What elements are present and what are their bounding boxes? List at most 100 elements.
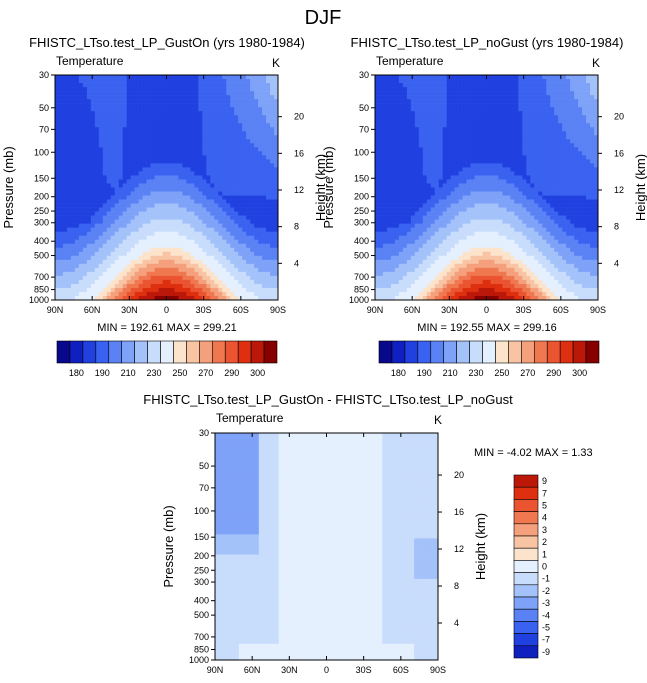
heatmap-cell bbox=[466, 171, 471, 176]
heatmap-cell bbox=[106, 191, 112, 196]
heatmap-cell bbox=[562, 183, 567, 188]
heatmap-cell bbox=[146, 275, 151, 281]
heatmap-cell bbox=[390, 79, 396, 84]
heatmap-cell bbox=[138, 203, 143, 208]
heatmap-cell bbox=[258, 195, 263, 200]
heatmap-cell bbox=[90, 259, 96, 265]
heatmap-cell bbox=[226, 227, 231, 232]
heatmap-cell bbox=[146, 183, 151, 188]
heatmap-cell bbox=[106, 91, 112, 96]
heatmap-cell bbox=[66, 87, 72, 92]
heatmap-cell bbox=[150, 183, 155, 188]
heatmap-cell bbox=[594, 91, 599, 96]
heatmap-cell bbox=[102, 179, 108, 184]
heatmap-cell bbox=[118, 107, 123, 112]
heatmap-cell bbox=[134, 291, 139, 297]
heatmap-cell bbox=[270, 119, 275, 124]
heatmap-cell bbox=[218, 91, 223, 96]
heatmap-cell bbox=[126, 203, 131, 208]
heatmap-cell bbox=[262, 91, 267, 96]
heatmap-cell bbox=[566, 179, 571, 184]
heatmap-cell bbox=[530, 187, 535, 192]
heatmap-cell bbox=[418, 179, 424, 184]
heatmap-cell bbox=[414, 75, 420, 80]
heatmap-cell bbox=[458, 167, 463, 172]
heatmap-cell bbox=[430, 79, 436, 84]
heatmap-cell bbox=[174, 235, 179, 241]
heatmap-cell bbox=[146, 279, 151, 285]
heatmap-cell bbox=[74, 227, 80, 232]
heatmap-cell bbox=[246, 119, 251, 124]
heatmap-cell bbox=[90, 267, 96, 273]
heatmap-cell bbox=[482, 103, 487, 108]
heatmap-cell bbox=[214, 183, 219, 188]
heatmap-cell bbox=[114, 283, 120, 289]
heatmap-cell bbox=[594, 151, 599, 156]
heatmap-cell bbox=[146, 283, 151, 289]
heatmap-cell bbox=[146, 171, 151, 176]
heatmap-cell bbox=[134, 235, 139, 241]
heatmap-cell bbox=[110, 83, 116, 88]
heatmap-cell bbox=[570, 107, 575, 112]
heatmap-cell bbox=[174, 203, 179, 208]
heatmap-cell bbox=[242, 243, 247, 249]
heatmap-cell bbox=[102, 151, 108, 156]
heatmap-cell bbox=[390, 87, 396, 92]
heatmap-cell bbox=[218, 195, 223, 200]
heatmap-cell bbox=[538, 195, 543, 200]
heatmap-cell bbox=[142, 211, 147, 216]
heatmap-cell bbox=[90, 171, 96, 176]
heatmap-cell bbox=[182, 99, 187, 104]
heatmap-cell bbox=[462, 187, 467, 192]
heatmap-cell bbox=[55, 87, 60, 92]
heatmap-cell bbox=[110, 183, 116, 188]
heatmap-cell bbox=[570, 115, 575, 120]
figure-title: DJF bbox=[305, 7, 342, 29]
heatmap-cell bbox=[438, 163, 443, 168]
heatmap-cell bbox=[422, 135, 428, 140]
heatmap-cell bbox=[518, 107, 523, 112]
heatmap-cell bbox=[426, 91, 432, 96]
heatmap-cell bbox=[382, 187, 388, 192]
heatmap-cell bbox=[62, 243, 68, 249]
heatmap-cell bbox=[390, 175, 396, 180]
heatmap-cell bbox=[586, 83, 591, 88]
heatmap-cell bbox=[450, 111, 455, 116]
heatmap-cell bbox=[250, 259, 255, 265]
heatmap-cell bbox=[198, 79, 203, 84]
heatmap-cell bbox=[446, 83, 451, 88]
heatmap-cell bbox=[158, 267, 163, 273]
heatmap-cell bbox=[506, 183, 511, 188]
heatmap-cell bbox=[262, 251, 267, 257]
heatmap-cell bbox=[214, 219, 219, 224]
heatmap-cell bbox=[90, 91, 96, 96]
heatmap-cell bbox=[390, 159, 396, 164]
heatmap-cell bbox=[542, 147, 547, 152]
heatmap-cell bbox=[250, 191, 255, 196]
heatmap-cell bbox=[450, 143, 455, 148]
heatmap-cell bbox=[458, 103, 463, 108]
heatmap-cell bbox=[166, 247, 171, 253]
heatmap-cell bbox=[434, 111, 440, 116]
heatmap-cell bbox=[382, 131, 388, 136]
heatmap-cell bbox=[130, 127, 135, 132]
heatmap-cell bbox=[78, 207, 84, 212]
heatmap-cell bbox=[110, 235, 116, 241]
heatmap-cell bbox=[162, 219, 167, 224]
heatmap-cell bbox=[498, 111, 503, 116]
heatmap-cell bbox=[190, 203, 195, 208]
heatmap-cell bbox=[430, 183, 436, 188]
heatmap-cell bbox=[582, 87, 587, 92]
heatmap-cell bbox=[210, 223, 215, 228]
heatmap-cell bbox=[154, 99, 159, 104]
heatmap-cell bbox=[530, 83, 535, 88]
heatmap-cell bbox=[514, 191, 519, 196]
heatmap-cell bbox=[210, 279, 215, 285]
heatmap-cell bbox=[110, 91, 116, 96]
heatmap-cell bbox=[470, 123, 475, 128]
heatmap-cell bbox=[178, 143, 183, 148]
heatmap-cell bbox=[142, 83, 147, 88]
heatmap-cell bbox=[114, 115, 120, 120]
heatmap-cell bbox=[382, 191, 388, 196]
